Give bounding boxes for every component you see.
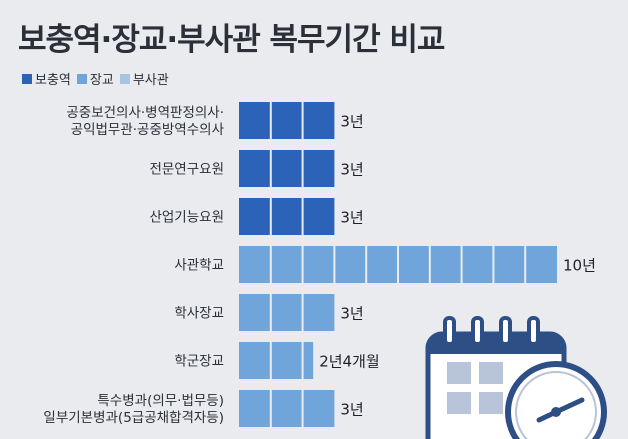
bar-1 (239, 150, 335, 187)
legend: 보충역 장교 부사관 (22, 69, 175, 88)
value-label-0: 3년 (340, 113, 363, 131)
category-label-5: 학군장교 (174, 354, 224, 370)
value-label-3: 10년 (563, 257, 596, 275)
legend-item-reserve: 보충역 (22, 69, 71, 88)
legend-swatch-nco (119, 73, 130, 84)
bar-4 (239, 294, 335, 331)
category-label-4: 학사장교 (174, 306, 224, 322)
bar-5 (239, 342, 314, 379)
category-label-2: 산업기능요원 (149, 210, 224, 226)
bar-2 (239, 198, 335, 235)
legend-item-nco: 부사관 (119, 69, 169, 88)
legend-label-reserve: 보충역 (35, 73, 71, 88)
legend-swatch-reserve (22, 73, 32, 84)
category-label-1: 전문연구요원 (149, 162, 224, 178)
bar-6 (239, 390, 335, 427)
legend-label-officer: 장교 (89, 73, 114, 88)
category-label-0: 공중보건의사·병역판정의사· 공익법무관·공중방역수의사 (66, 105, 224, 138)
legend-label-nco: 부사관 (132, 73, 169, 88)
value-label-4: 3년 (340, 305, 363, 323)
value-label-6: 3년 (340, 401, 363, 419)
legend-swatch-officer (76, 73, 87, 84)
legend-item-officer: 장교 (76, 69, 114, 88)
value-label-1: 3년 (340, 161, 363, 179)
value-label-5: 2년4개월 (319, 353, 380, 371)
value-label-2: 3년 (340, 209, 363, 227)
calendar-clock-icon (425, 316, 607, 439)
bar-0 (239, 102, 335, 139)
chart-title: 보충역·장교·부사관 복무기간 비교 (18, 22, 445, 58)
category-label-6: 특수병과(의무·법무등) 일부기본병과(5급공채합격자등) (43, 393, 224, 426)
category-label-3: 사관학교 (174, 258, 224, 274)
